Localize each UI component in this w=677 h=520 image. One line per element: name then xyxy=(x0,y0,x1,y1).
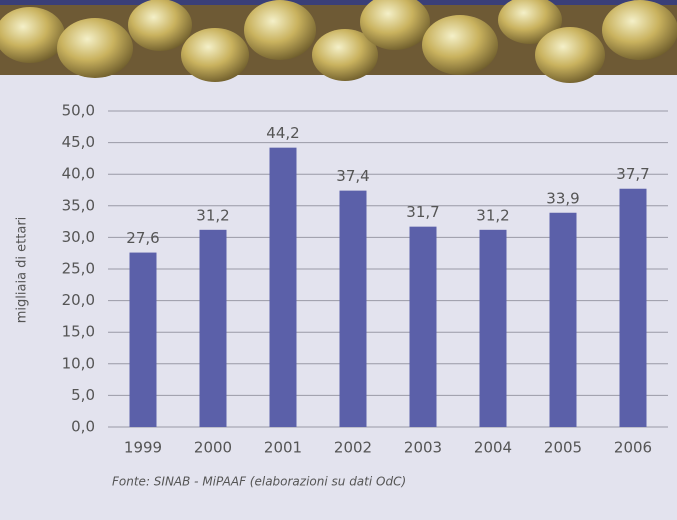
x-tick-label: 2001 xyxy=(264,439,302,457)
value-label: 37,7 xyxy=(616,165,649,183)
value-label: 33,9 xyxy=(546,189,579,207)
x-tick-label: 2003 xyxy=(404,439,442,457)
y-tick-label: 15,0 xyxy=(62,323,95,341)
y-axis-label: migliaia di ettari xyxy=(15,217,30,324)
bar xyxy=(550,213,577,427)
source-note: Fonte: SINAB - MiPAAF (elaborazioni su d… xyxy=(112,475,406,489)
y-tick-label: 20,0 xyxy=(62,291,95,309)
chart: migliaia di ettari Fonte: SINAB - MiPAAF… xyxy=(0,0,677,520)
value-label: 31,2 xyxy=(196,206,229,224)
bar xyxy=(340,191,367,427)
y-tick-label: 30,0 xyxy=(62,228,95,246)
y-tick-label: 35,0 xyxy=(62,196,95,214)
bar xyxy=(620,189,647,427)
x-tick-label: 1999 xyxy=(124,439,162,457)
value-label: 37,4 xyxy=(336,167,369,185)
y-tick-label: 25,0 xyxy=(62,260,95,278)
bar xyxy=(130,253,157,427)
y-tick-label: 10,0 xyxy=(62,354,95,372)
bar xyxy=(270,148,297,427)
y-tick-label: 5,0 xyxy=(71,386,95,404)
bar xyxy=(200,230,227,427)
value-label: 31,2 xyxy=(476,206,509,224)
bar xyxy=(410,227,437,427)
x-tick-label: 2004 xyxy=(474,439,512,457)
y-tick-label: 40,0 xyxy=(62,165,95,183)
bar xyxy=(480,230,507,427)
y-tick-label: 50,0 xyxy=(62,102,95,120)
value-label: 27,6 xyxy=(126,229,159,247)
value-label: 31,7 xyxy=(406,203,439,221)
y-tick-label: 45,0 xyxy=(62,133,95,151)
header-image xyxy=(0,0,677,83)
x-tick-label: 2006 xyxy=(614,439,652,457)
y-tick-label: 0,0 xyxy=(71,418,95,436)
x-tick-label: 2005 xyxy=(544,439,582,457)
value-label: 44,2 xyxy=(266,124,299,142)
x-tick-label: 2000 xyxy=(194,439,232,457)
x-tick-label: 2002 xyxy=(334,439,372,457)
